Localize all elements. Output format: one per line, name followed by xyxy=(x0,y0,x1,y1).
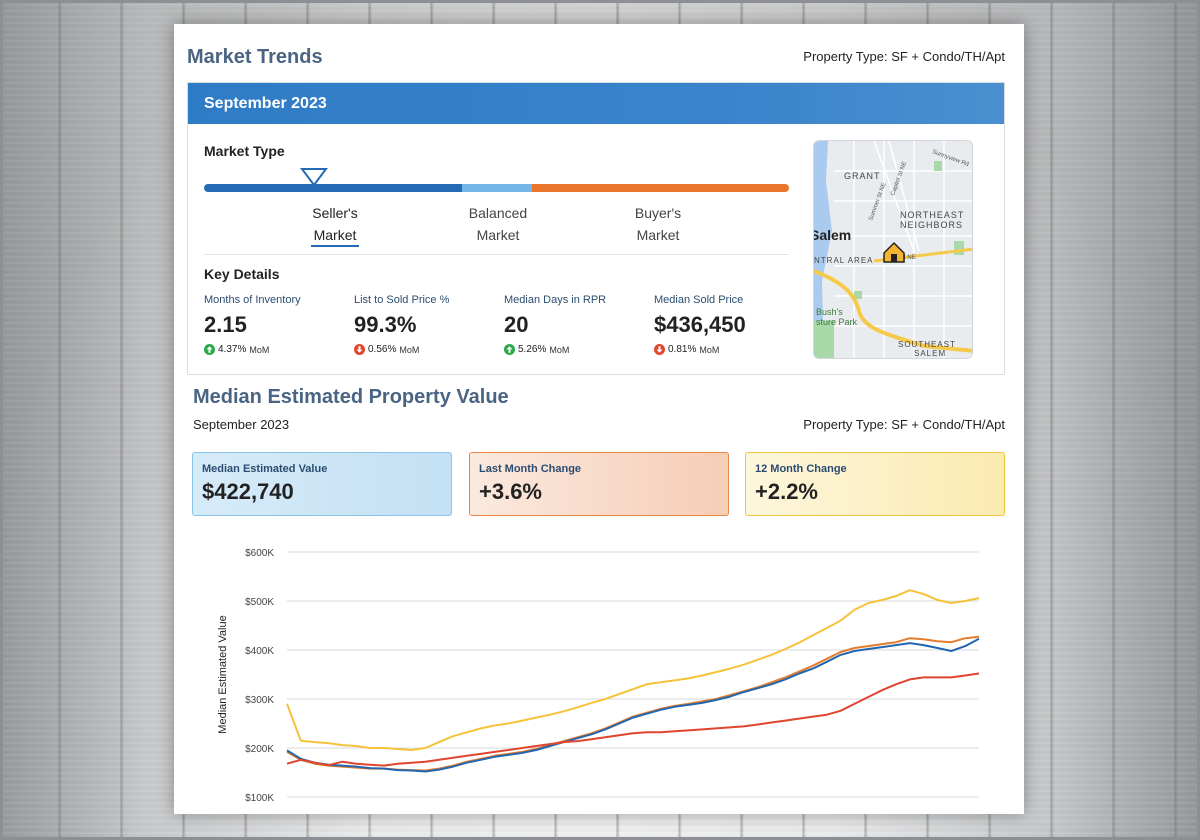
detail-value: 2.15 xyxy=(204,312,247,337)
change-value: 0.81% xyxy=(668,344,697,355)
median-estimated-value-box: Median Estimated Value $422,740 xyxy=(192,452,452,516)
detail-median-days: Median Days in RPR 20 5.26% MoM xyxy=(504,294,654,355)
home-marker-icon xyxy=(883,241,905,263)
page-title: Market Trends xyxy=(187,46,323,68)
detail-label: Median Sold Price xyxy=(654,294,744,306)
report-page: Market Trends Property Type: SF + Condo/… xyxy=(174,24,1024,814)
detail-value: $436,450 xyxy=(654,312,746,337)
series-line-3 xyxy=(286,672,980,767)
y-tick-label: $400K xyxy=(245,646,274,657)
map-label: NORTHEAST xyxy=(900,210,964,220)
y-tick-label: $500K xyxy=(245,597,274,608)
detail-value: 99.3% xyxy=(354,312,417,337)
detail-median-sold-price: Median Sold Price $436,450 0.81% MoM xyxy=(654,294,804,355)
property-type-label: Property Type: SF + Condo/TH/Apt xyxy=(803,417,1005,432)
map-label: SALEM xyxy=(914,349,946,358)
option-sellers-market: Seller's Market xyxy=(305,202,365,246)
box-value: $422,740 xyxy=(202,479,294,504)
map-label: sture Park xyxy=(816,317,858,327)
series-line-2 xyxy=(286,637,980,773)
market-card-header: September 2023 xyxy=(188,83,1004,124)
option-line: Market xyxy=(476,227,520,243)
twelve-month-change-box: 12 Month Change +2.2% xyxy=(745,452,1005,516)
change-unit: MoM xyxy=(699,344,720,355)
sellers-segment xyxy=(204,184,462,192)
property-type-label: Property Type: SF + Condo/TH/Apt xyxy=(803,49,1005,64)
box-label: Last Month Change xyxy=(479,463,582,475)
map-label: NEIGHBORS xyxy=(900,220,963,230)
balanced-segment xyxy=(462,184,532,192)
change-unit: MoM xyxy=(249,344,270,355)
option-balanced-market: Balanced Market xyxy=(458,202,538,246)
map-label: NTRAL AREA xyxy=(814,256,874,265)
y-axis-label: Median Estimated Value xyxy=(217,615,229,733)
y-tick-label: $300K xyxy=(245,695,274,706)
section-title: Median Estimated Property Value xyxy=(193,386,509,408)
y-tick-label: $600K xyxy=(245,548,274,559)
arrow-up-icon xyxy=(204,344,215,355)
market-card: September 2023 Market Type Seller's Mark… xyxy=(187,82,1005,375)
detail-months-inventory: Months of Inventory 2.15 4.37% MoM xyxy=(204,294,354,355)
y-tick-label: $200K xyxy=(245,744,274,755)
change-value: 0.56% xyxy=(368,344,397,355)
option-line: Seller's xyxy=(312,205,358,221)
key-details-label: Key Details xyxy=(204,266,280,282)
detail-list-to-sold: List to Sold Price % 99.3% 0.56% MoM xyxy=(354,294,504,355)
detail-change: 4.37% MoM xyxy=(204,344,354,355)
map-label: SOUTHEAST xyxy=(898,340,956,349)
market-indicator-icon xyxy=(300,168,328,187)
market-type-label: Market Type xyxy=(204,143,285,159)
section-date: September 2023 xyxy=(193,417,290,432)
detail-label: Months of Inventory xyxy=(204,294,301,306)
map-label: St NE xyxy=(900,255,916,261)
change-value: 4.37% xyxy=(218,344,247,355)
option-line: Balanced xyxy=(468,205,528,221)
change-unit: MoM xyxy=(399,344,420,355)
change-value: 5.26% xyxy=(518,344,547,355)
detail-change: 0.81% MoM xyxy=(654,344,804,355)
detail-change: 5.26% MoM xyxy=(504,344,654,355)
option-line: Market xyxy=(636,227,680,243)
arrow-down-icon xyxy=(354,344,365,355)
box-value: +2.2% xyxy=(755,479,818,504)
map-label: Salem xyxy=(814,227,851,243)
box-label: 12 Month Change xyxy=(755,463,847,475)
change-unit: MoM xyxy=(549,344,570,355)
detail-label: Median Days in RPR xyxy=(504,294,607,306)
arrow-down-icon xyxy=(654,344,665,355)
selected-underline xyxy=(311,245,359,247)
value-line-chart: $100K $200K $300K $400K $500K $600K Median Es… xyxy=(217,548,980,804)
last-month-change-box: Last Month Change +3.6% xyxy=(469,452,729,516)
series-line-1 xyxy=(286,635,980,772)
series-line-0 xyxy=(286,589,980,751)
box-label: Median Estimated Value xyxy=(202,463,328,475)
detail-change: 0.56% MoM xyxy=(354,344,504,355)
location-map[interactable]: GRANT Sunnyview Rd Summer St NE Capitol … xyxy=(813,140,973,359)
option-buyers-market: Buyer's Market xyxy=(620,202,696,246)
buyers-segment xyxy=(532,184,789,192)
arrow-up-icon xyxy=(504,344,515,355)
option-line: Market xyxy=(313,227,357,243)
map-label: Bush's xyxy=(816,307,843,317)
box-value: +3.6% xyxy=(479,479,542,504)
detail-label: List to Sold Price % xyxy=(354,294,450,306)
y-tick-label: $100K xyxy=(245,793,274,804)
divider xyxy=(204,254,789,255)
detail-value: 20 xyxy=(504,312,529,337)
map-label: GRANT xyxy=(844,171,881,181)
option-line: Buyer's xyxy=(634,205,682,221)
